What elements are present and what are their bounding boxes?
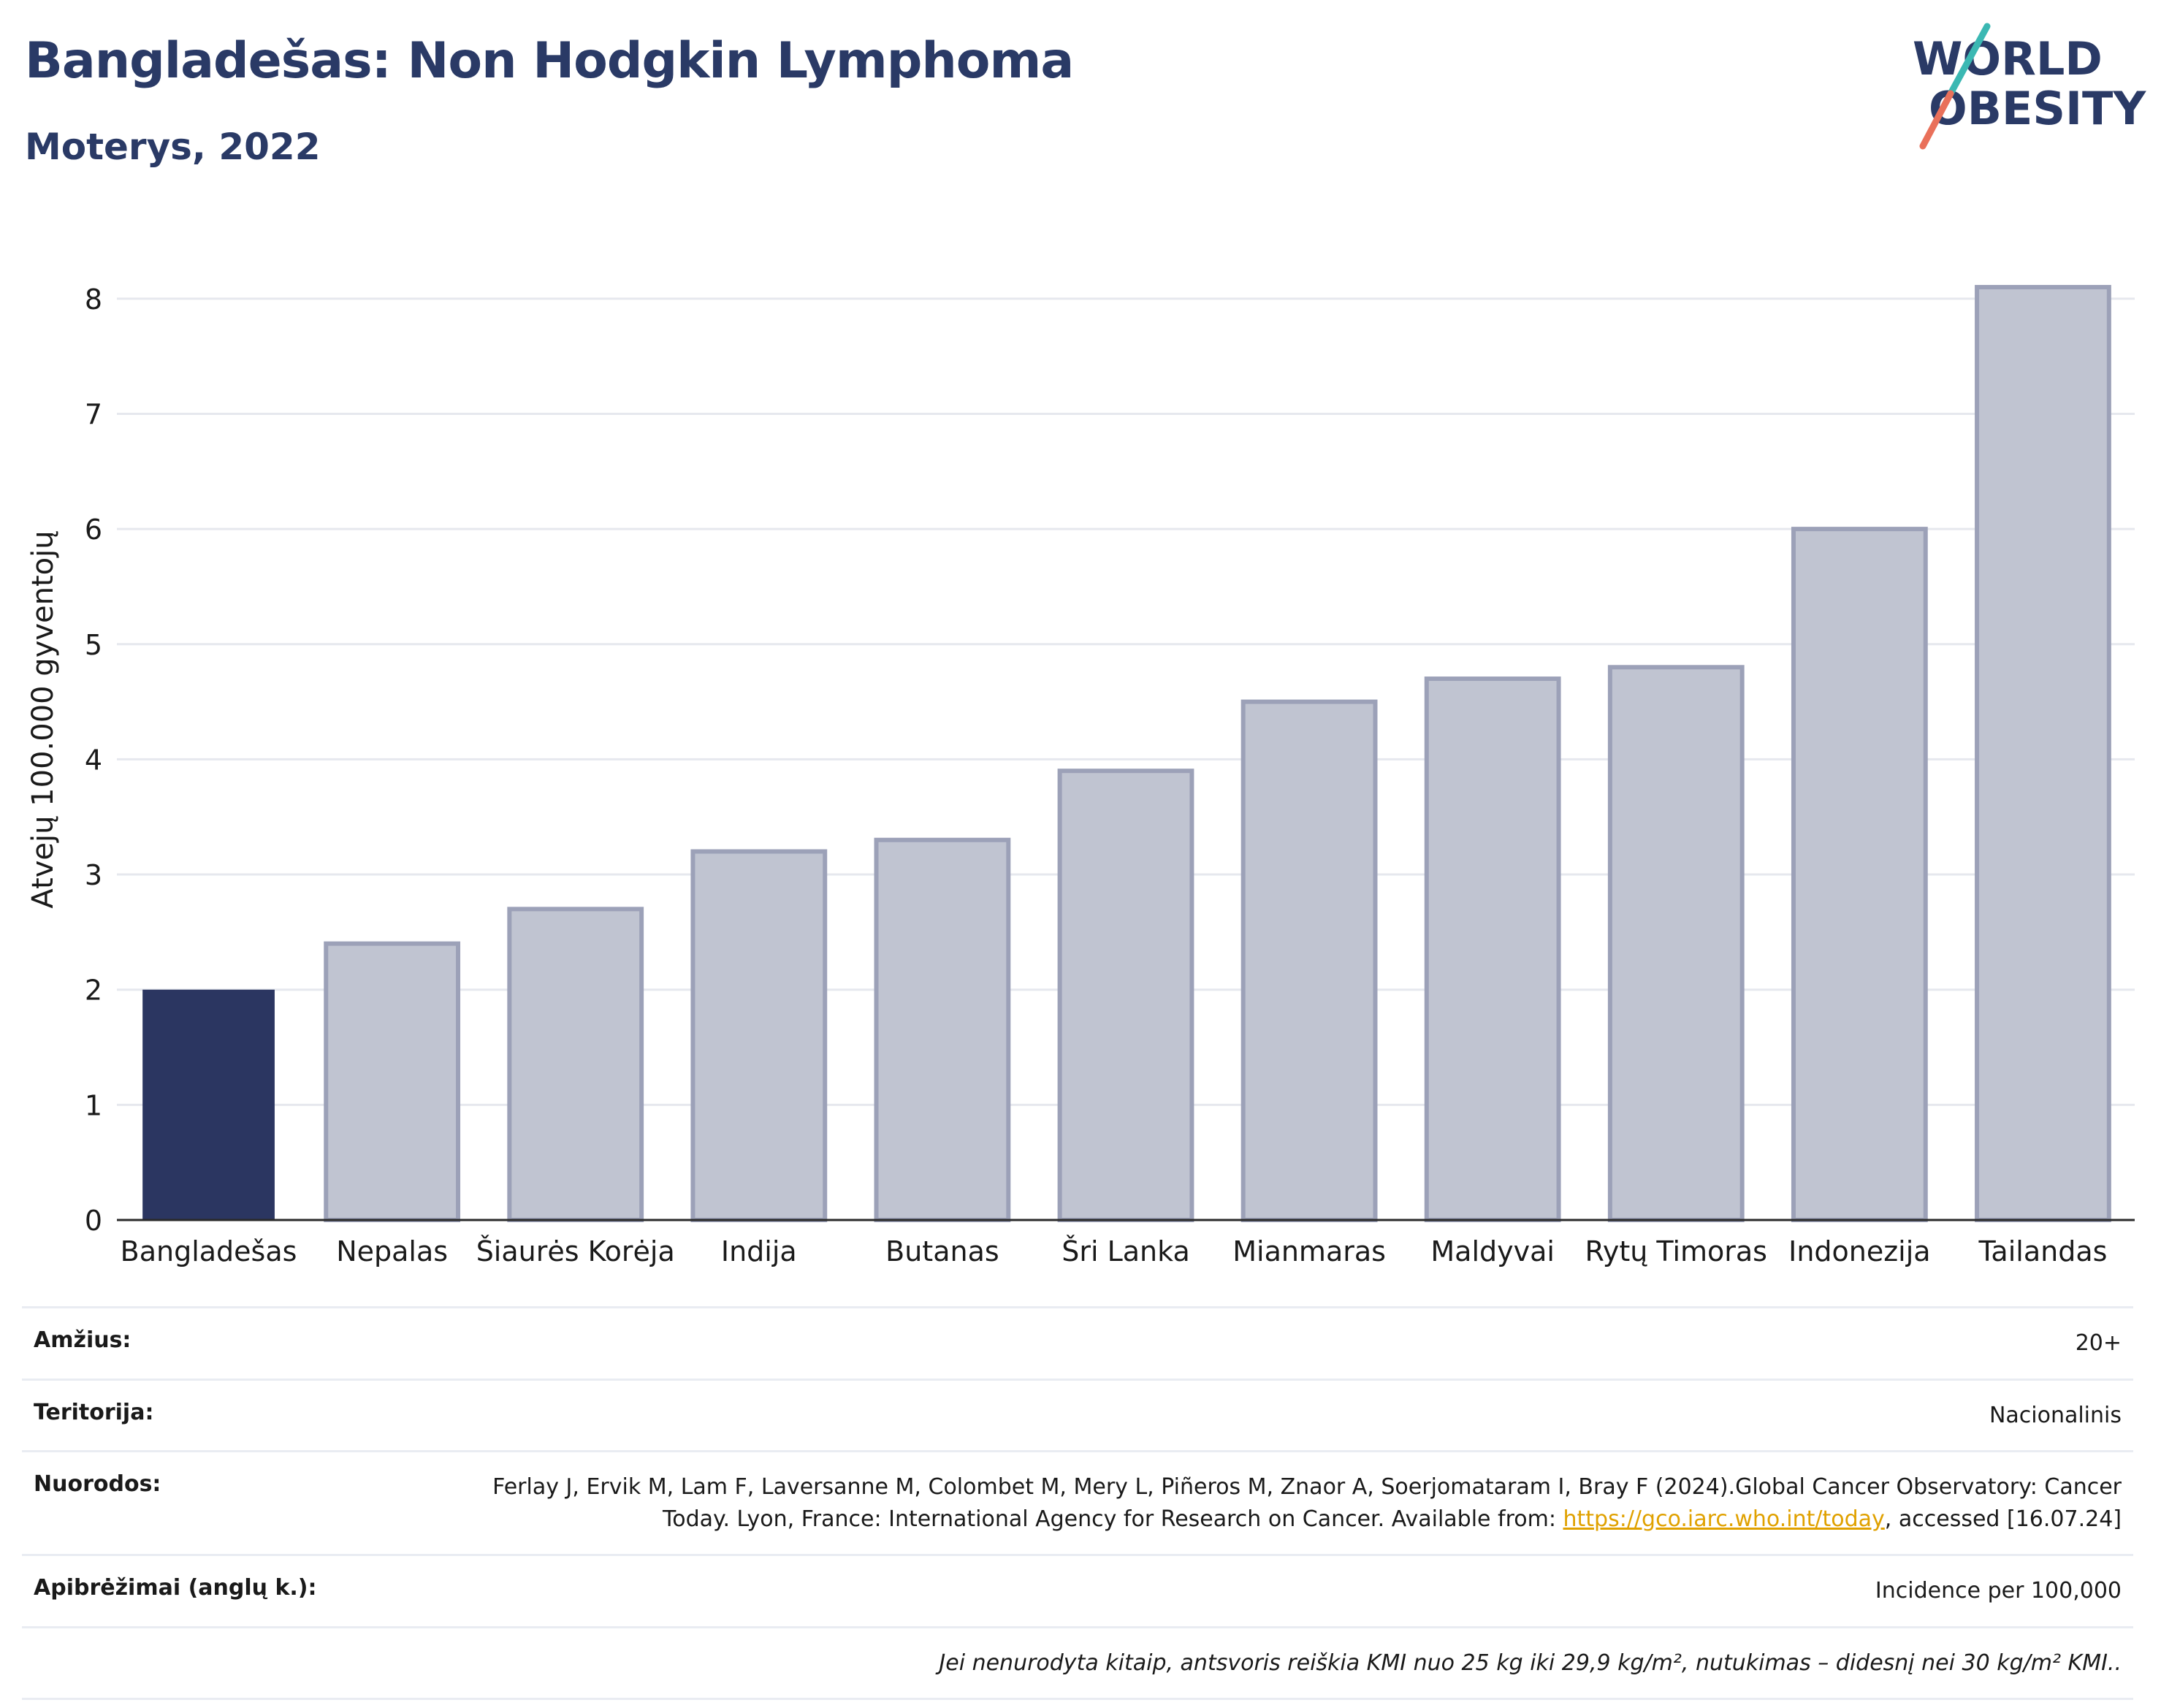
bar-8 bbox=[1424, 676, 1561, 1222]
info-note: Jei nenurodyta kitaip, antsvoris reiškia… bbox=[939, 1650, 2122, 1676]
axes: 0 1 2 3 4 5 6 7 8 Bangladešas Nepalas Šiaurės Korėj… bbox=[85, 283, 2135, 1267]
bar-9 bbox=[1607, 665, 1745, 1222]
bar-3 bbox=[507, 907, 644, 1222]
y-tick-label: 6 bbox=[85, 514, 102, 546]
reference-link[interactable]: https://gco.iarc.who.int/today bbox=[1563, 1506, 1885, 1532]
info-value: Incidence per 100,000 bbox=[1875, 1578, 2122, 1604]
y-tick-label: 8 bbox=[85, 283, 102, 316]
info-value: 20+ bbox=[2075, 1330, 2122, 1356]
info-row-territory: Teritorija: Nacionalinis bbox=[22, 1378, 2133, 1451]
y-tick-label: 0 bbox=[85, 1205, 102, 1237]
x-tick-label: Indija bbox=[721, 1235, 797, 1267]
logo-text-line1: WORLD bbox=[1913, 32, 2103, 85]
bars bbox=[142, 285, 2111, 1223]
reference-text-end: , accessed [16.07.24] bbox=[1884, 1506, 2122, 1532]
y-tick-label: 4 bbox=[85, 744, 102, 776]
bar-chart: 0 1 2 3 4 5 6 7 8 Bangladešas Nepalas Šiaurės Korėj… bbox=[26, 283, 2135, 1267]
x-tick-label: Maldyvai bbox=[1430, 1235, 1555, 1267]
x-tick-label: Bangladešas bbox=[121, 1235, 297, 1267]
x-tick-label: Tailandas bbox=[1978, 1235, 2108, 1267]
x-tick-label: Mianmaras bbox=[1232, 1235, 1386, 1267]
bar-10 bbox=[1791, 527, 1928, 1222]
reference-text: Ferlay J, Ervik M, Lam F, Laversanne M, … bbox=[492, 1474, 2122, 1532]
page-title: Bangladešas: Non Hodgkin Lymphoma bbox=[25, 32, 1074, 90]
x-tick-label: Butanas bbox=[885, 1235, 999, 1267]
info-table: Amžius: 20+ Teritorija: Nacionalinis Nuo… bbox=[22, 1306, 2133, 1700]
y-tick-label: 5 bbox=[85, 629, 102, 661]
x-tick-label: Rytų Timoras bbox=[1585, 1235, 1767, 1267]
y-tick-label: 2 bbox=[85, 975, 102, 1007]
x-tick-label: Indonezija bbox=[1788, 1235, 1930, 1267]
world-obesity-logo: WORLD OBESITY bbox=[1913, 23, 2146, 150]
info-row-references: Nuorodos: Ferlay J, Ervik M, Lam F, Lave… bbox=[22, 1450, 2133, 1554]
bar-4 bbox=[690, 849, 828, 1222]
info-label: Nuorodos: bbox=[34, 1471, 161, 1497]
y-axis-label: Atvejų 100.000 gyventojų bbox=[26, 530, 60, 908]
y-tick-label: 1 bbox=[85, 1089, 102, 1121]
x-tick-label: Šri Lanka bbox=[1062, 1235, 1190, 1267]
info-row-age: Amžius: 20+ bbox=[22, 1306, 2133, 1379]
info-value: Nacionalinis bbox=[1989, 1402, 2122, 1428]
y-tick-label: 7 bbox=[85, 398, 102, 430]
info-label: Apibrėžimai (anglų k.): bbox=[34, 1575, 317, 1601]
info-row-note: Jei nenurodyta kitaip, antsvoris reiškia… bbox=[22, 1625, 2133, 1700]
info-row-definitions: Apibrėžimai (anglų k.): Incidence per 10… bbox=[22, 1554, 2133, 1626]
logo-text-line2: OBESITY bbox=[1929, 82, 2146, 135]
bar-2 bbox=[324, 941, 461, 1223]
bar-11 bbox=[1975, 285, 2111, 1222]
y-tick-label: 3 bbox=[85, 859, 102, 891]
bar-7 bbox=[1240, 699, 1378, 1222]
info-value-references: Ferlay J, Ervik M, Lam F, Laversanne M, … bbox=[441, 1471, 2122, 1535]
page-subtitle: Moterys, 2022 bbox=[25, 126, 321, 168]
bar-6 bbox=[1057, 769, 1194, 1223]
bar-1 bbox=[142, 989, 275, 1220]
bar-5 bbox=[874, 837, 1011, 1222]
info-label: Amžius: bbox=[34, 1327, 132, 1353]
x-tick-label: Nepalas bbox=[336, 1235, 448, 1267]
x-tick-label: Šiaurės Korėja bbox=[476, 1235, 675, 1267]
info-label: Teritorija: bbox=[34, 1399, 154, 1425]
